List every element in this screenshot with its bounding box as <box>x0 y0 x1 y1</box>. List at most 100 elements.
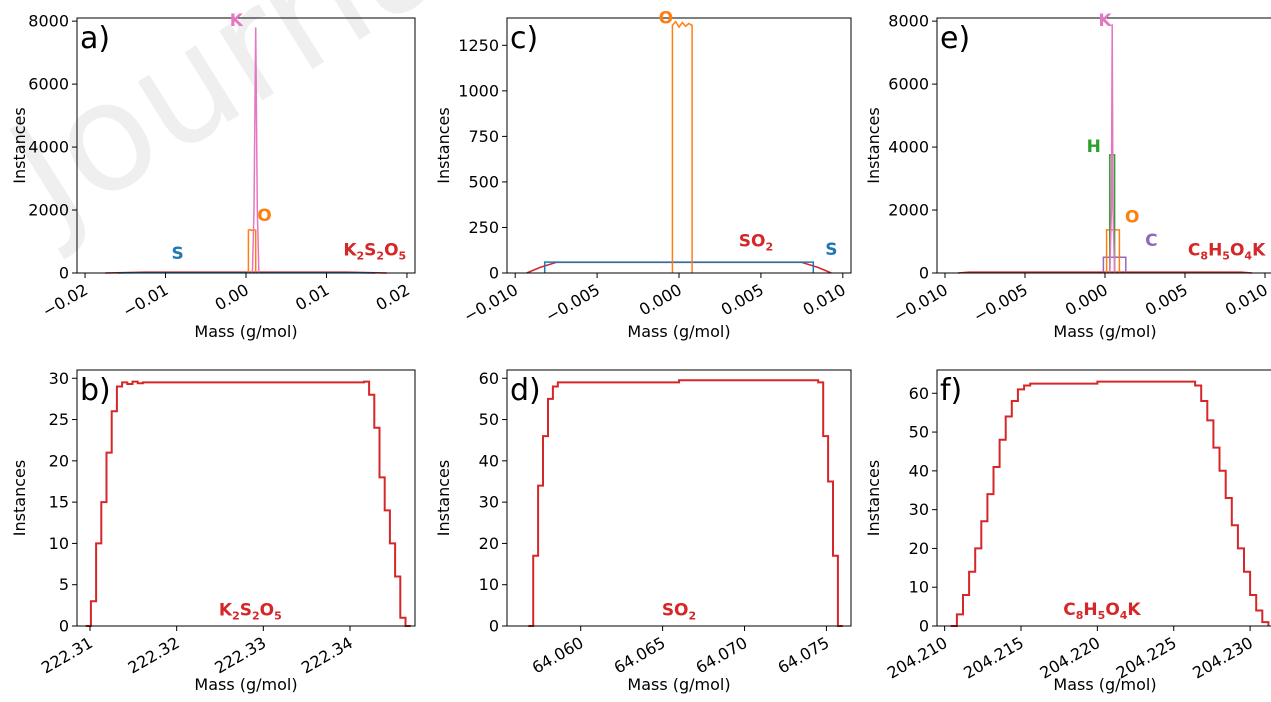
x-tick-label: 64.075 <box>774 633 832 677</box>
y-tick-label: 2000 <box>888 201 929 220</box>
y-tick-label: 6000 <box>888 75 929 94</box>
formula-part: S <box>364 240 376 260</box>
formula-part: O <box>1230 240 1244 260</box>
x-tick-label: 0.02 <box>373 280 413 314</box>
formula-part: 5 <box>1098 609 1106 622</box>
series-line-K <box>1109 24 1116 274</box>
x-tick-label: 204.215 <box>960 633 1027 683</box>
formula-part: H <box>1083 600 1097 620</box>
y-tick-label: 30 <box>49 369 69 388</box>
formula-part: K <box>1252 240 1266 260</box>
series-line-SO2 <box>526 261 832 274</box>
formula-part: 8 <box>1200 249 1208 262</box>
series-line-O <box>247 228 257 273</box>
y-tick-label: 1000 <box>458 81 499 100</box>
x-axis-label: Mass (g/mol) <box>194 322 297 341</box>
compound-formula-label: SO2 <box>739 232 773 254</box>
x-axis-label: Mass (g/mol) <box>194 675 297 694</box>
x-tick-label: −0.010 <box>890 280 951 326</box>
plot-frame <box>506 369 852 627</box>
x-tick-label: 64.060 <box>529 633 587 677</box>
formula-part: 2 <box>689 609 697 622</box>
chart-panel-d: 0 10 20 30 40 50 60 64.060 64.065 64.070 64.075 Mas… <box>434 369 852 694</box>
chart-panel-c: 0 250 500 750 1000 1250 −0.010 −0.005 0.000 0.005… <box>434 8 852 341</box>
y-tick-label: 30 <box>909 500 929 519</box>
x-tick-label: −0.010 <box>460 280 521 326</box>
formula-part: 2 <box>252 609 260 622</box>
y-tick-label: 60 <box>909 384 929 403</box>
x-tick-label: 0.000 <box>1062 280 1111 319</box>
series-line-SO2 <box>528 379 843 627</box>
element-label-O: O <box>257 206 271 226</box>
y-tick-label: 40 <box>479 451 499 470</box>
y-tick-label: 0 <box>489 264 499 283</box>
element-label-O: O <box>1125 208 1139 228</box>
series-line-C8H5O4K <box>950 380 1270 627</box>
x-tick-label: 64.065 <box>611 633 669 677</box>
y-tick-label: 0 <box>59 617 69 636</box>
plot-frame <box>936 17 1271 274</box>
x-tick-label: −0.02 <box>39 280 91 321</box>
x-tick-label: 0.010 <box>1222 280 1271 319</box>
panel-label: e) <box>940 21 970 56</box>
element-label-C: C <box>1145 231 1157 251</box>
chart-panel-a: 0 2000 4000 6000 8000 −0.02 −0.01 0.00 0.01 0.02 M… <box>10 11 416 341</box>
element-label-O: O <box>659 8 673 28</box>
x-tick-label: 0.010 <box>800 280 849 319</box>
y-tick-label: 8000 <box>888 12 929 31</box>
x-tick-label: 204.230 <box>1189 633 1256 683</box>
formula-part: SO <box>739 232 766 252</box>
y-tick-label: 5 <box>59 575 69 594</box>
y-tick-label: 500 <box>468 172 499 191</box>
x-axis-label: Mass (g/mol) <box>627 322 730 341</box>
y-tick-label: 15 <box>49 493 69 512</box>
y-axis-label: Instances <box>864 107 883 183</box>
x-tick-label: 204.210 <box>884 633 951 683</box>
x-tick-label: −0.005 <box>542 280 603 326</box>
y-tick-label: 10 <box>49 534 69 553</box>
panel-label: b) <box>80 373 111 408</box>
y-tick-label: 20 <box>49 451 69 470</box>
y-tick-label: 40 <box>909 461 929 480</box>
formula-part: 2 <box>357 249 365 262</box>
formula-part: O <box>384 240 398 260</box>
series-line-K <box>251 27 260 274</box>
y-tick-label: 1250 <box>458 36 499 55</box>
formula-part: O <box>260 600 274 620</box>
panel-label: d) <box>510 373 541 408</box>
plot-frame <box>936 369 1271 627</box>
formula-part: 5 <box>399 249 407 262</box>
formula-part: 2 <box>376 249 384 262</box>
formula-part: K <box>1127 600 1141 620</box>
element-label-S: S <box>825 240 837 260</box>
panel-label: c) <box>510 21 538 56</box>
y-tick-label: 50 <box>909 423 929 442</box>
x-tick-label: 0.005 <box>718 280 767 319</box>
formula-part: K <box>219 600 233 620</box>
y-tick-label: 30 <box>479 493 499 512</box>
y-tick-label: 0 <box>489 617 499 636</box>
y-tick-label: 25 <box>49 410 69 429</box>
compound-formula-label: C8H5O4K <box>1188 240 1266 262</box>
formula-part: 2 <box>232 609 240 622</box>
y-tick-label: 0 <box>919 264 929 283</box>
y-tick-label: 50 <box>479 410 499 429</box>
x-tick-label: 64.070 <box>693 633 751 677</box>
x-tick-label: 222.32 <box>125 633 183 677</box>
formula-part: 8 <box>1076 609 1084 622</box>
y-tick-label: 10 <box>479 575 499 594</box>
y-tick-label: 4000 <box>28 138 69 157</box>
series-line-S <box>543 261 815 273</box>
compound-formula-label: C8H5O4K <box>1063 600 1141 622</box>
formula-part: O <box>1105 600 1119 620</box>
x-tick-label: −0.005 <box>970 280 1031 326</box>
y-tick-label: 6000 <box>28 75 69 94</box>
formula-part: C <box>1188 240 1200 260</box>
y-axis-label: Instances <box>434 460 453 536</box>
plot-frame <box>506 17 852 274</box>
formula-part: H <box>1208 240 1222 260</box>
formula-part: 4 <box>1120 609 1128 622</box>
